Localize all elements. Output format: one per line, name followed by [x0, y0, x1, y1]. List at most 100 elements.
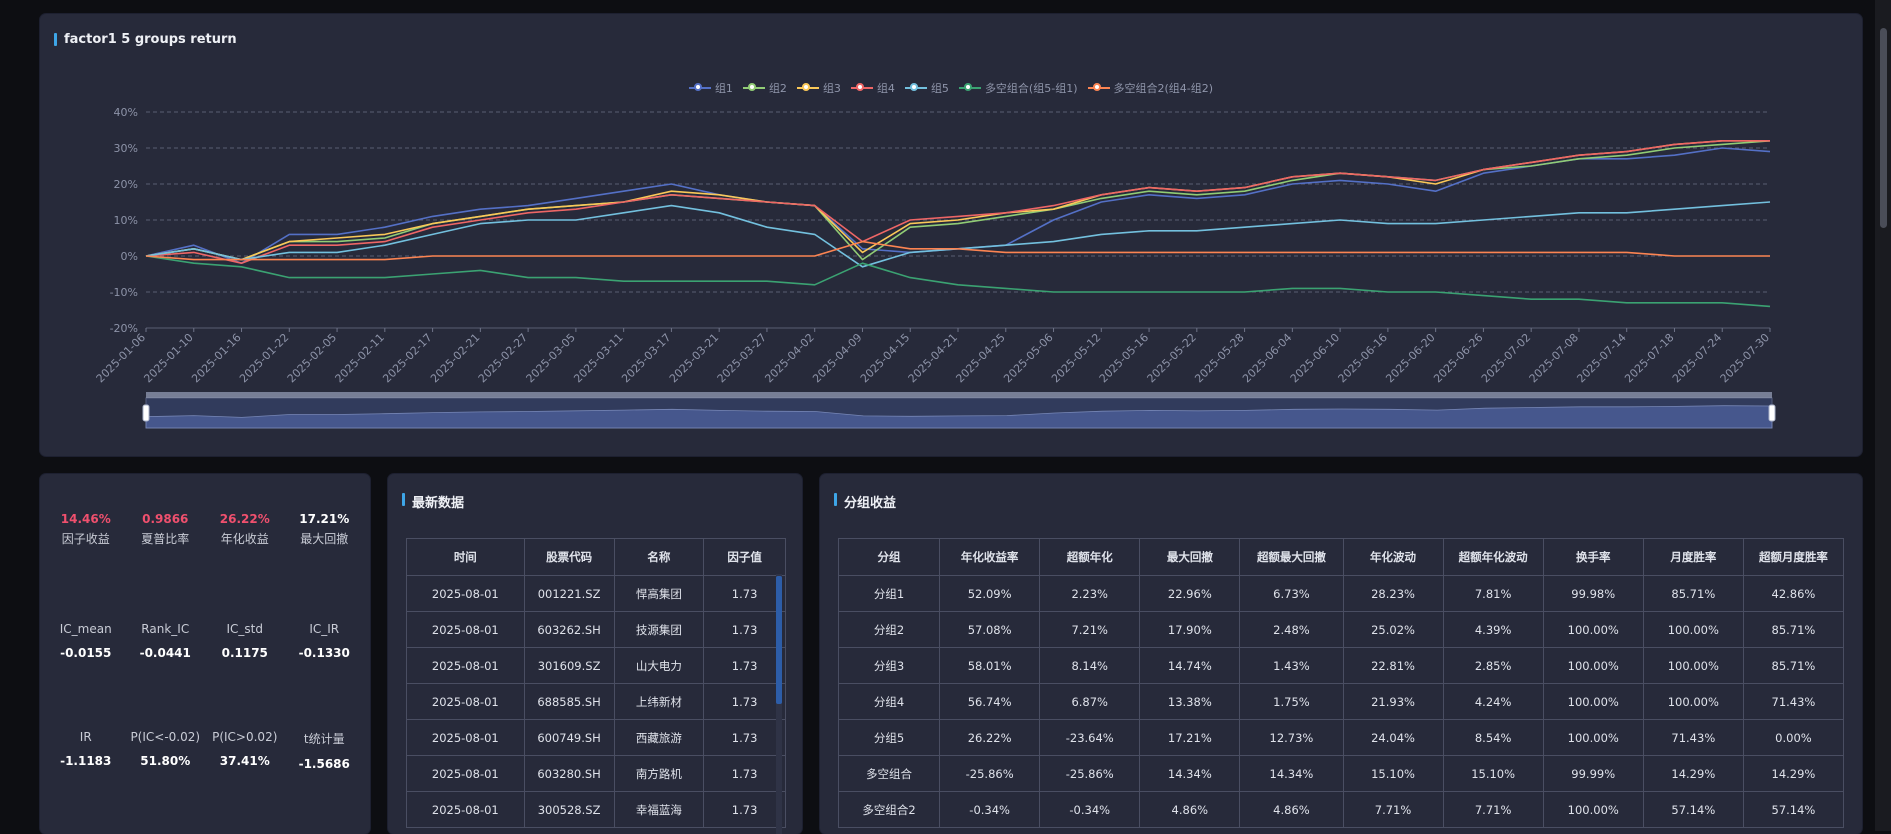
table-row[interactable]: 分组2 57.08% 7.21% 17.90% 2.48% 25.02% 4.39% 100.… [838, 611, 1845, 648]
table-cell: 42.86% [1742, 575, 1845, 612]
table-cell: 25.02% [1342, 611, 1444, 648]
table-row[interactable]: 2025-08-01 603262.SH 技源集团 1.73 [406, 611, 786, 648]
table-cell: 1.73 [703, 611, 786, 648]
table-cell: 西藏旅游 [613, 719, 705, 756]
latest-table-scroll-thumb[interactable] [776, 576, 782, 704]
table-cell: 52.09% [939, 575, 1041, 612]
table-cell: 85.71% [1642, 575, 1744, 612]
stat-row1-3: 17.21% 最大回撤 [285, 512, 365, 547]
series-line[interactable] [145, 240, 1770, 261]
legend-marker-icon [796, 83, 819, 93]
legend-item[interactable]: 组4 [850, 80, 895, 96]
stat-row3-2: P(IC>0.02) 37.41% [205, 730, 285, 771]
x-tick-label: 2025-06-10 [1288, 331, 1342, 385]
table-cell: 2025-08-01 [406, 647, 525, 684]
x-tick-label: 2025-04-02 [762, 331, 816, 385]
stat-label: P(IC<-0.02) [130, 730, 201, 744]
group-returns-table-wrap[interactable]: 分组 年化收益率 超额年化 最大回撤 超额最大回撤 年化波动 超额年化波动 换手率 月度胜率 超额… [838, 538, 1860, 834]
table-cell: 6.87% [1039, 683, 1141, 720]
series-line[interactable] [145, 147, 1771, 264]
table-row[interactable]: 分组3 58.01% 8.14% 14.74% 1.43% 22.81% 2.85% 100.… [838, 647, 1845, 684]
column-header[interactable]: 超额年化 [1039, 538, 1141, 576]
column-header[interactable]: 年化波动 [1342, 538, 1444, 576]
table-row[interactable]: 2025-08-01 001221.SZ 悍高集团 1.73 [406, 575, 786, 612]
page-scrollbar[interactable] [1875, 0, 1891, 831]
series-line[interactable] [145, 140, 1770, 261]
series-line[interactable] [145, 140, 1771, 261]
zoom-slider-bar[interactable] [146, 392, 1772, 398]
table-row[interactable]: 2025-08-01 300528.SZ 幸福蓝海 1.73 [406, 791, 786, 828]
stat-label: 年化收益 [220, 532, 269, 546]
zoom-slider-preview [145, 405, 1773, 429]
column-header[interactable]: 时间 [406, 538, 525, 576]
column-header[interactable]: 因子值 [703, 538, 786, 576]
column-header[interactable]: 超额年化波动 [1442, 538, 1544, 576]
table-row[interactable]: 分组5 26.22% -23.64% 17.21% 12.73% 24.04% 8.54% 1… [838, 719, 1845, 756]
table-row[interactable]: 多空组合2 -0.34% -0.34% 4.86% 4.86% 7.71% 7.71% 100… [838, 791, 1845, 828]
table-row[interactable]: 2025-08-01 603280.SH 南方路机 1.73 [406, 755, 786, 792]
table-row[interactable]: 多空组合 -25.86% -25.86% 14.34% 14.34% 15.10% 15.1… [838, 755, 1845, 792]
table-cell: 1.73 [703, 755, 786, 792]
series-line[interactable] [145, 140, 1770, 264]
legend-item[interactable]: 组1 [688, 80, 733, 96]
page-scroll-thumb[interactable] [1880, 28, 1887, 228]
stat-label: Rank_IC [141, 622, 190, 636]
table-cell: 15.10% [1442, 755, 1544, 792]
x-tick-label: 2025-07-08 [1527, 331, 1581, 385]
table-cell: 7.81% [1442, 575, 1544, 612]
table-cell: 1.73 [703, 719, 786, 756]
legend-item[interactable]: 组5 [904, 80, 949, 96]
table-cell: 7.71% [1342, 791, 1444, 828]
column-header[interactable]: 超额最大回撤 [1239, 538, 1344, 576]
x-tick-label: 2025-07-24 [1670, 331, 1724, 385]
table-row[interactable]: 分组1 52.09% 2.23% 22.96% 6.73% 28.23% 7.81% 99.9… [838, 575, 1845, 612]
column-header[interactable]: 名称 [613, 538, 705, 576]
zoom-handle-left[interactable] [142, 404, 150, 422]
table-cell: 600749.SH [523, 719, 615, 756]
table-cell: 300528.SZ [523, 791, 615, 828]
legend-item[interactable]: 组2 [742, 80, 787, 96]
y-tick-label: 20% [114, 178, 138, 191]
legend-item[interactable]: 多空组合(组5-组1) [958, 80, 1078, 96]
series-line[interactable] [145, 201, 1771, 268]
table-row[interactable]: 2025-08-01 301609.SZ 山大电力 1.73 [406, 647, 786, 684]
table-cell: 57.08% [939, 611, 1041, 648]
table-cell: 14.34% [1239, 755, 1344, 792]
legend-item[interactable]: 多空组合2(组4-组2) [1087, 80, 1213, 96]
stat-value: -1.1183 [60, 754, 112, 768]
stats-row-ic: IC_mean -0.0155 Rank_IC -0.0441 IC_std 0.1175… [46, 622, 364, 660]
column-header[interactable]: 超额月度胜率 [1742, 538, 1845, 576]
zoom-handle-right[interactable] [1768, 404, 1776, 422]
table-cell: 57.14% [1742, 791, 1845, 828]
latest-data-table-wrap[interactable]: 时间 股票代码 名称 因子值 2025-08-01 001221.SZ 悍高集团 1.73 2… [406, 538, 786, 834]
table-row[interactable]: 2025-08-01 600749.SH 西藏旅游 1.73 [406, 719, 786, 756]
table-row[interactable]: 2025-08-01 688585.SH 上纬新材 1.73 [406, 683, 786, 720]
x-tick-label: 2025-01-22 [237, 331, 291, 385]
table-row[interactable]: 分组4 56.74% 6.87% 13.38% 1.75% 21.93% 4.24% 100.… [838, 683, 1845, 720]
column-header[interactable]: 股票代码 [523, 538, 615, 576]
y-tick-label: -10% [110, 286, 138, 299]
column-header[interactable]: 换手率 [1542, 538, 1644, 576]
stats-row-significance: IR -1.1183 P(IC<-0.02) 51.80% P(IC>0.02) 37.4… [46, 730, 364, 771]
table-cell: 85.71% [1742, 647, 1845, 684]
table-cell: 4.24% [1442, 683, 1544, 720]
table-cell: 301609.SZ [523, 647, 615, 684]
table-cell: 14.29% [1742, 755, 1845, 792]
column-header[interactable]: 月度胜率 [1642, 538, 1744, 576]
x-tick-label: 2025-05-22 [1145, 331, 1199, 385]
column-header[interactable]: 年化收益率 [939, 538, 1041, 576]
table-cell: 28.23% [1342, 575, 1444, 612]
latest-table-scrollbar[interactable] [776, 574, 782, 834]
y-tick-label: 30% [114, 142, 138, 155]
x-tick-label: 2025-07-02 [1479, 331, 1533, 385]
x-tick-label: 2025-07-18 [1622, 331, 1676, 385]
legend-marker-icon [742, 83, 765, 93]
legend-item[interactable]: 组3 [796, 80, 841, 96]
legend-label: 组4 [876, 82, 895, 95]
legend-label: 组1 [714, 82, 733, 95]
series-line[interactable] [145, 255, 1771, 308]
column-header[interactable]: 分组 [838, 538, 941, 576]
column-header[interactable]: 最大回撤 [1139, 538, 1241, 576]
table-cell: 85.71% [1742, 611, 1845, 648]
x-tick-label: 2025-06-16 [1336, 331, 1390, 385]
